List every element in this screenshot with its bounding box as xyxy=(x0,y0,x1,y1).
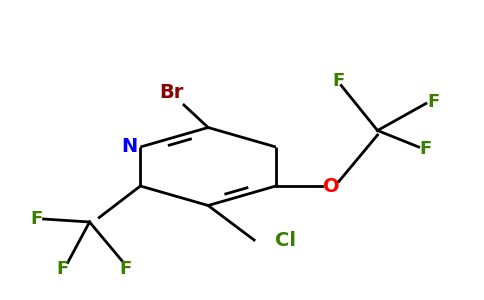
Text: Br: Br xyxy=(160,83,184,103)
Text: F: F xyxy=(120,260,132,278)
Text: F: F xyxy=(30,210,43,228)
Text: F: F xyxy=(57,260,69,278)
Text: F: F xyxy=(420,140,432,158)
Text: O: O xyxy=(323,176,340,196)
Text: F: F xyxy=(333,72,345,90)
Text: N: N xyxy=(121,137,138,157)
Text: Cl: Cl xyxy=(275,230,296,250)
Text: F: F xyxy=(427,93,439,111)
